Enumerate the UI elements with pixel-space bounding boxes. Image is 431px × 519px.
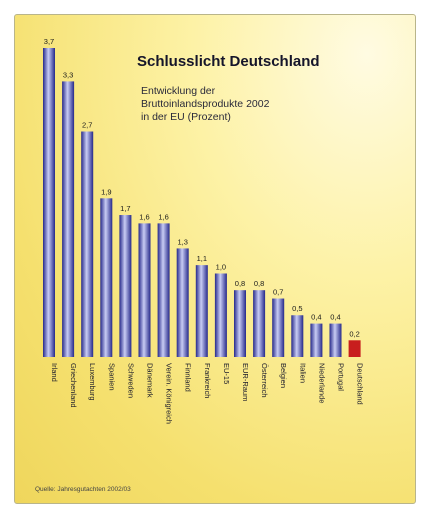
- chart-subtitle-line-2: Bruttoinlandsprodukte 2002: [141, 98, 270, 110]
- bar-3: [100, 198, 113, 357]
- category-label-2: Luxemburg: [88, 363, 97, 401]
- category-label-4: Schweden: [126, 363, 135, 398]
- chart-subtitle-line-3: in der EU (Prozent): [141, 111, 231, 123]
- value-label-15: 0,4: [330, 313, 340, 322]
- bar-8: [195, 265, 208, 357]
- bar-chart: 3,7 Irland 3,3 Griechenland 2,7 Luxemburg 1,9 S…: [43, 37, 365, 424]
- value-label-14: 0,4: [311, 313, 321, 322]
- bar-5: [138, 223, 151, 357]
- value-label-6: 1,6: [158, 212, 168, 221]
- value-label-12: 0,7: [273, 288, 283, 297]
- bar-0: [43, 48, 55, 357]
- bar-2: [81, 131, 94, 357]
- category-label-14: Niederlande: [317, 363, 326, 403]
- chart-card: 3,7 Irland 3,3 Griechenland 2,7 Luxemburg 1,9 S…: [14, 14, 416, 504]
- category-label-16: Deutschland: [356, 363, 365, 405]
- bar-16: [348, 340, 361, 357]
- bar-10: [234, 290, 246, 357]
- bar-1: [62, 81, 75, 358]
- bar-7: [176, 248, 189, 357]
- value-label-2: 2,7: [82, 121, 92, 130]
- bar-12: [272, 298, 285, 357]
- bar-11: [253, 290, 266, 357]
- bar-4: [119, 215, 132, 357]
- category-label-9: EU-15: [222, 363, 231, 384]
- category-label-3: Spanien: [107, 363, 116, 391]
- value-label-1: 3,3: [63, 70, 73, 79]
- value-label-13: 0,5: [292, 304, 302, 313]
- category-label-15: Portugal: [337, 363, 346, 391]
- value-label-5: 1,6: [139, 212, 149, 221]
- chart-subtitle-line-1: Entwicklung der: [141, 85, 216, 97]
- category-label-0: Irland: [50, 363, 59, 382]
- value-label-4: 1,7: [120, 204, 130, 213]
- value-label-8: 1,1: [197, 254, 207, 263]
- category-label-10: EUR-Raum: [241, 363, 250, 401]
- bar-15: [329, 323, 342, 357]
- bar-13: [291, 315, 304, 357]
- bar-9: [214, 273, 227, 357]
- category-label-11: Österreich: [260, 363, 269, 398]
- value-label-11: 0,8: [254, 279, 264, 288]
- category-label-8: Frankreich: [203, 363, 212, 398]
- category-label-7: Finnland: [184, 363, 193, 392]
- value-label-7: 1,3: [177, 237, 187, 246]
- value-label-9: 1,0: [216, 262, 226, 271]
- value-label-3: 1,9: [101, 187, 111, 196]
- bar-14: [310, 323, 323, 357]
- category-label-13: Italien: [298, 363, 307, 383]
- value-label-16: 0,2: [349, 329, 359, 338]
- chart-title: Schlusslicht Deutschland: [137, 53, 320, 70]
- value-label-10: 0,8: [235, 279, 245, 288]
- category-label-6: Verein. Königreich: [165, 363, 174, 424]
- source-note: Quelle: Jahresgutachten 2002/03: [35, 486, 131, 493]
- category-label-1: Griechenland: [69, 363, 78, 408]
- value-label-0: 3,7: [44, 37, 54, 46]
- bar-6: [157, 223, 170, 357]
- category-label-12: Belgien: [279, 363, 288, 388]
- category-label-5: Dänemark: [146, 363, 155, 398]
